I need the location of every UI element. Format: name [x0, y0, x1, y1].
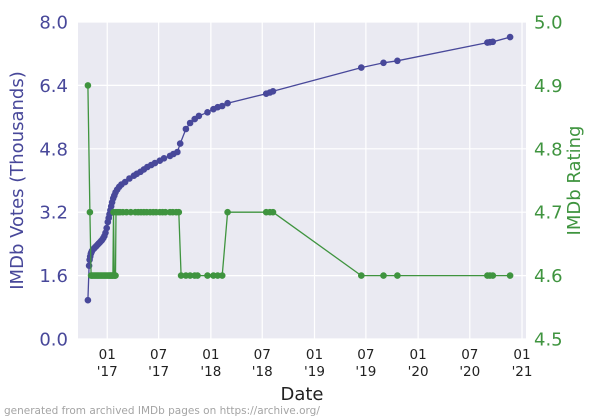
votes-point	[151, 159, 159, 167]
x-tick-month: 01	[410, 347, 427, 363]
x-tick-year: '20	[459, 364, 480, 380]
rating-point	[380, 272, 387, 279]
left-tick-label: 1.6	[39, 266, 68, 287]
x-axis-label: Date	[280, 384, 323, 405]
rating-point	[358, 272, 365, 279]
right-tick-label: 4.9	[534, 76, 563, 97]
plot-background	[78, 22, 526, 339]
votes-point	[380, 59, 387, 67]
rating-point	[112, 272, 119, 279]
votes-point	[174, 148, 181, 156]
votes-point	[182, 125, 190, 133]
votes-point	[489, 38, 497, 46]
rating-point	[489, 272, 497, 279]
rating-point	[204, 272, 211, 279]
x-tick-month: 07	[357, 347, 374, 363]
rating-point	[394, 272, 401, 279]
votes-point	[84, 296, 92, 304]
votes-point	[506, 33, 514, 41]
x-tick-month: 07	[461, 347, 478, 363]
rating-point	[86, 208, 94, 216]
x-tick-year: '17	[97, 364, 118, 380]
x-tick-month: 01	[99, 347, 116, 363]
rating-point	[224, 208, 231, 216]
votes-point	[176, 140, 184, 147]
left-tick-label: 4.8	[39, 139, 68, 160]
x-tick-year: '21	[512, 364, 533, 380]
rating-point	[506, 272, 514, 279]
rating-point	[177, 272, 185, 279]
right-tick-label: 4.7	[534, 203, 563, 224]
right-axis-label: IMDb Rating	[564, 126, 585, 236]
x-tick-year: '20	[408, 364, 429, 380]
rating-series	[84, 82, 514, 279]
x-tick-year: '19	[304, 364, 325, 380]
left-tick-label: 8.0	[39, 13, 68, 34]
votes-point	[218, 102, 226, 110]
x-tick-month: 01	[202, 347, 219, 363]
left-tick-label: 0.0	[39, 330, 68, 351]
rating-point	[84, 82, 92, 89]
rating-point	[186, 272, 194, 279]
votes-point	[358, 64, 365, 71]
x-tick-year: '18	[200, 364, 221, 380]
votes-point	[195, 112, 203, 120]
x-tick-month: 07	[254, 347, 271, 363]
votes-point	[394, 57, 401, 65]
votes-point	[186, 119, 194, 127]
x-tick-month: 01	[306, 347, 323, 363]
votes-point	[160, 155, 168, 162]
source-footnote: generated from archived IMDb pages on ht…	[4, 405, 320, 417]
rating-point	[194, 272, 201, 279]
x-tick-year: '18	[252, 364, 273, 380]
x-tick-year: '19	[355, 364, 376, 380]
left-tick-label: 3.2	[39, 203, 68, 224]
x-tick-year: '17	[148, 364, 169, 380]
right-tick-label: 4.6	[534, 266, 563, 287]
left-tick-label: 6.4	[39, 76, 68, 97]
votes-point	[269, 88, 277, 95]
rating-point	[162, 208, 169, 216]
votes-point	[103, 224, 110, 232]
right-axis-ticks: 4.5 4.6 4.7 4.8 4.9 5.0	[534, 13, 563, 351]
right-tick-label: 5.0	[534, 13, 563, 34]
x-axis-ticks: 01'1707'1701'1807'1801'1907'1901'2007'20…	[97, 347, 533, 380]
votes-point	[204, 109, 211, 116]
rating-point	[218, 272, 226, 279]
votes-point	[224, 99, 231, 107]
x-tick-month: 01	[513, 347, 530, 363]
x-tick-month: 07	[150, 347, 167, 363]
rating-point	[269, 208, 277, 216]
rating-point	[175, 208, 183, 216]
right-tick-label: 4.8	[534, 139, 563, 160]
left-axis-ticks: 0.0 1.6 3.2 4.8 6.4 8.0	[39, 13, 68, 351]
series-layer	[84, 33, 514, 304]
right-tick-label: 4.5	[534, 330, 563, 351]
grid-lines	[78, 21, 526, 340]
left-axis-label: IMDb Votes (Thousands)	[7, 71, 28, 290]
